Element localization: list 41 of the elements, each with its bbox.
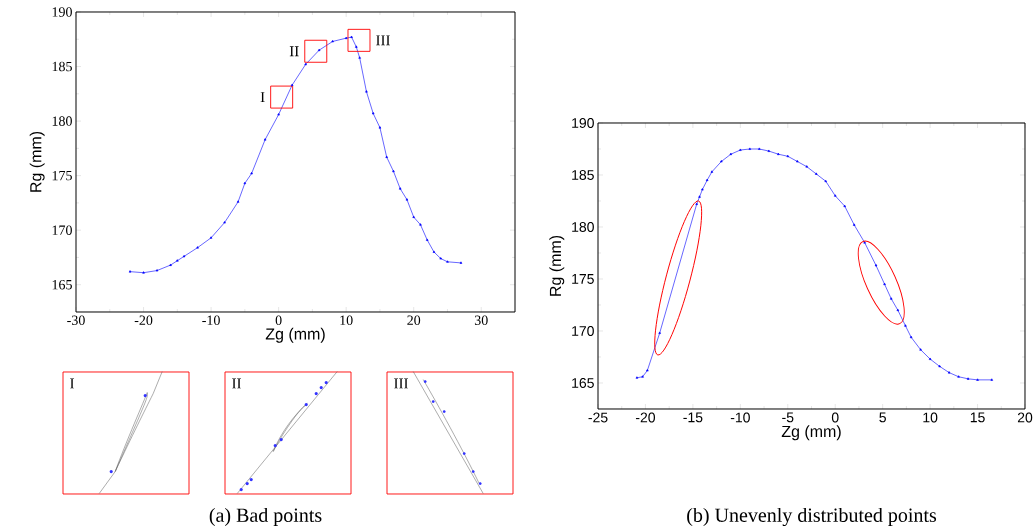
x-tick-label: -20 <box>635 412 656 423</box>
x-tick-label: 20 <box>407 315 421 325</box>
y-tick-label: 185 <box>572 170 594 180</box>
y-tick-label: 185 <box>52 61 72 72</box>
x-tick-label: 10 <box>340 315 353 325</box>
y-tick-label: 170 <box>572 326 594 336</box>
annotation: III <box>376 35 390 46</box>
text: II <box>232 378 242 389</box>
text: (b) Unevenly distributed points <box>687 507 937 527</box>
y-axis-title: Rg (mm) <box>29 131 45 192</box>
y-tick-label: 180 <box>52 116 72 126</box>
y-tick-label: 165 <box>52 280 72 290</box>
annotation: I <box>260 92 265 102</box>
y-tick-label: 175 <box>572 274 594 284</box>
text: (a) Bad points <box>209 507 322 527</box>
x-tick-label: -5 <box>782 412 794 423</box>
x-tick-label: 15 <box>970 412 985 423</box>
x-tick-label: -10 <box>730 412 750 423</box>
x-tick-label: 20 <box>1017 412 1033 423</box>
x-tick-label: -25 <box>588 412 608 423</box>
text: III <box>394 378 408 389</box>
y-tick-label: 190 <box>572 118 594 128</box>
annotation: II <box>289 46 299 57</box>
x-tick-label: 30 <box>474 315 488 325</box>
y-tick-label: 170 <box>52 225 72 235</box>
y-tick-label: 175 <box>52 170 72 181</box>
x-axis-title: Zg (mm) <box>265 327 325 343</box>
x-tick-label: -20 <box>134 315 153 325</box>
y-tick-label: 165 <box>572 378 594 388</box>
y-tick-label: 190 <box>52 7 72 17</box>
y-axis-title: Rg (mm) <box>549 235 565 296</box>
text: I <box>70 378 75 389</box>
x-tick-label: -10 <box>202 315 220 325</box>
x-tick-label: -15 <box>683 412 703 423</box>
x-tick-label: -30 <box>67 315 85 325</box>
x-tick-label: 5 <box>879 412 886 423</box>
x-axis-title: Zg (mm) <box>781 425 841 441</box>
x-tick-label: 0 <box>275 315 282 325</box>
x-tick-label: 0 <box>831 412 839 423</box>
x-tick-label: 10 <box>923 412 938 423</box>
y-tick-label: 180 <box>572 222 594 232</box>
